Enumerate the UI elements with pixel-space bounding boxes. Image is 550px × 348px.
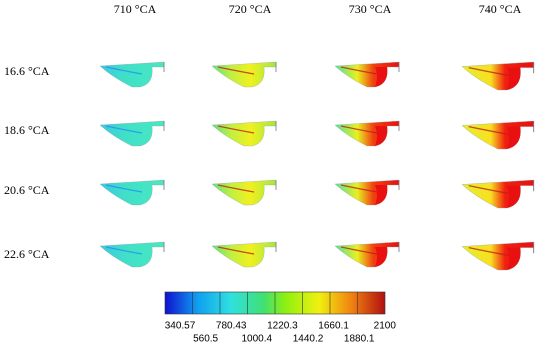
jet-streak xyxy=(340,125,378,134)
contour-image xyxy=(211,179,277,206)
contour-image xyxy=(334,61,400,88)
hot-zone xyxy=(375,247,388,267)
contour-image xyxy=(99,179,165,206)
contour-body xyxy=(99,61,165,88)
contour-image xyxy=(334,241,400,268)
colorbar-label: 1440.2 xyxy=(293,334,324,345)
jet-streak xyxy=(340,184,378,193)
colorbar-label: 1000.4 xyxy=(242,334,273,345)
hot-zone xyxy=(375,126,388,146)
jet-streak xyxy=(105,184,143,193)
colorbar-label: 340.57 xyxy=(165,321,196,332)
jet-streak xyxy=(468,66,510,77)
contour-body xyxy=(211,120,277,147)
contour-image xyxy=(211,61,277,88)
jet-streak xyxy=(217,246,255,255)
jet-streak xyxy=(468,184,510,195)
column-header: 720 °CA xyxy=(229,2,272,16)
contour-image xyxy=(99,120,165,147)
contour-body xyxy=(211,241,277,268)
contour-image xyxy=(461,241,535,271)
contour-body xyxy=(211,179,277,206)
jet-streak xyxy=(468,246,510,257)
contour-image xyxy=(99,241,165,268)
hot-zone xyxy=(375,185,388,205)
colorbar-label: 1220.3 xyxy=(267,321,298,332)
colorbar-label: 560.5 xyxy=(193,334,218,345)
colorbar-label: 780.43 xyxy=(216,321,247,332)
contour-body xyxy=(461,61,534,91)
jet-streak xyxy=(105,66,143,75)
contour-body xyxy=(99,241,165,268)
contour-body xyxy=(461,179,534,209)
row-label: 16.6 °CA xyxy=(4,64,50,78)
row-label: 22.6 °CA xyxy=(4,247,50,261)
hot-zone xyxy=(506,185,521,208)
column-header: 730 °CA xyxy=(349,2,392,16)
contour-body xyxy=(334,179,400,206)
hot-zone xyxy=(506,247,521,270)
jet-streak xyxy=(340,66,378,75)
column-header: 710 °CA xyxy=(114,2,157,16)
colorbar-label: 1880.1 xyxy=(344,334,375,345)
contour-body xyxy=(99,120,165,147)
jet-streak xyxy=(217,66,255,75)
contour-image xyxy=(334,120,400,147)
contour-image xyxy=(211,120,277,147)
colorbar-label: 1660.1 xyxy=(318,321,349,332)
row-label: 18.6 °CA xyxy=(4,123,50,137)
jet-streak xyxy=(105,125,143,134)
contour-body xyxy=(334,61,400,88)
contour-body xyxy=(334,241,400,268)
hot-zone xyxy=(375,67,388,87)
jet-streak xyxy=(217,184,255,193)
column-header: 740 °CA xyxy=(479,2,522,16)
contour-image xyxy=(461,120,535,150)
jet-streak xyxy=(468,125,510,136)
jet-streak xyxy=(217,125,255,134)
contour-image xyxy=(99,61,165,88)
contour-image xyxy=(211,241,277,268)
hot-zone xyxy=(506,126,521,149)
contour-image xyxy=(461,61,535,91)
jet-streak xyxy=(340,246,378,255)
row-label: 20.6 °CA xyxy=(4,183,50,197)
contour-body xyxy=(211,61,277,88)
jet-streak xyxy=(105,246,143,255)
hot-zone xyxy=(506,67,521,90)
contour-image xyxy=(461,179,535,209)
contour-image xyxy=(334,179,400,206)
contour-body xyxy=(461,120,534,150)
contour-body xyxy=(99,179,165,206)
contour-body xyxy=(461,241,534,271)
colorbar-label: 2100 xyxy=(374,321,397,332)
contour-body xyxy=(334,120,400,147)
